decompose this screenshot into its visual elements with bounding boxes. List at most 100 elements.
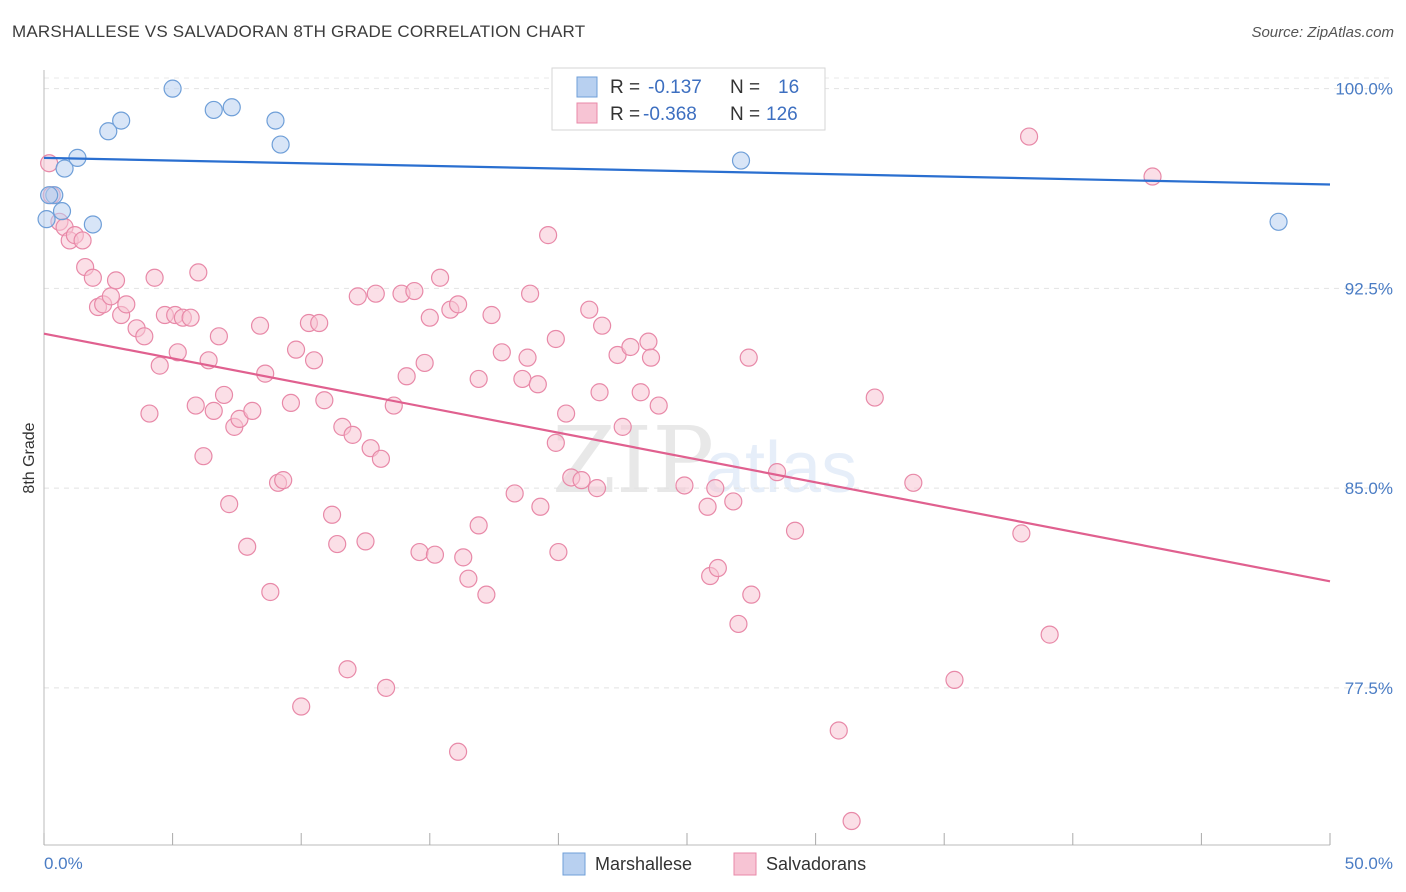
- salvadorans-point-89: [557, 404, 576, 423]
- salvadorans-point-118: [945, 670, 964, 689]
- marshallese-points: [37, 79, 1288, 234]
- marshallese-point-10: [222, 98, 241, 117]
- salvadorans-point-65: [415, 353, 434, 373]
- marshallese-point-14: [1269, 212, 1288, 231]
- salvadorans-point-22: [168, 343, 187, 362]
- chart-title: MARSHALLESE VS SALVADORAN 8TH GRADE CORR…: [12, 22, 586, 41]
- salvadorans-point-68: [430, 268, 450, 287]
- salvadorans-point-6: [73, 231, 92, 250]
- legend-swatch-salvadorans: [576, 102, 598, 124]
- salvadorans-point-87: [546, 329, 565, 349]
- salvadorans-point-17: [140, 404, 159, 423]
- salvadorans-point-67: [425, 545, 445, 564]
- trend-lines: [43, 156, 1331, 583]
- salvadorans-point-57: [366, 284, 385, 303]
- x-tick-label-max: 50.0%: [1345, 854, 1393, 873]
- salvadorans-point-92: [580, 300, 599, 319]
- bottom-legend-label-salvadorans: Salvadorans: [766, 854, 866, 874]
- salvadorans-point-30: [209, 327, 228, 346]
- marshallese-point-6: [99, 122, 118, 141]
- salvadorans-point-34: [230, 409, 249, 428]
- gridlines: [44, 77, 1393, 689]
- salvadorans-point-74: [469, 516, 488, 535]
- salvadorans-point-82: [521, 284, 540, 303]
- marshallese-point-12: [271, 135, 290, 154]
- legend-n-value-2: 126: [766, 104, 798, 125]
- marshallese-point-7: [112, 111, 131, 130]
- salvadorans-point-109: [729, 614, 748, 634]
- salvadorans-point-116: [865, 388, 884, 407]
- salvadorans-point-114: [829, 721, 848, 740]
- salvadorans-point-8: [83, 268, 102, 287]
- salvadorans-point-88: [549, 542, 568, 562]
- salvadorans-point-95: [593, 316, 612, 335]
- salvadorans-point-39: [261, 582, 280, 602]
- salvadorans-point-86: [546, 433, 565, 452]
- bottom-legend-swatch-marshallese: [562, 852, 586, 876]
- marshallese-point-15: [40, 186, 59, 205]
- salvadorans-point-43: [286, 340, 306, 359]
- salvadorans-point-52: [338, 660, 357, 679]
- watermark-zip: ZIP: [552, 407, 714, 514]
- salvadorans-point-84: [531, 497, 550, 516]
- x-tick-label-min: 0.0%: [44, 854, 83, 873]
- salvadorans-point-35: [238, 537, 257, 556]
- legend-r-label-2: R =: [610, 104, 640, 125]
- salvadorans-point-16: [135, 327, 154, 346]
- salvadorans-point-110: [739, 348, 758, 367]
- salvadorans-point-73: [459, 569, 478, 588]
- source-label: Source: ZipAtlas.com: [1251, 24, 1394, 41]
- salvadorans-point-26: [189, 263, 208, 282]
- salvadorans-point-59: [376, 678, 396, 697]
- salvadorans-point-41: [274, 471, 293, 490]
- x-ticks: [43, 833, 1331, 845]
- marshallese-point-0: [37, 210, 56, 229]
- salvadorans-point-25: [186, 396, 205, 415]
- salvadorans-point-83: [528, 375, 547, 394]
- salvadorans-points: [40, 79, 1162, 831]
- salvadorans-point-103: [675, 476, 694, 495]
- salvadorans-point-121: [1040, 625, 1059, 644]
- legend-swatch-marshallese: [576, 76, 598, 98]
- salvadorans-point-94: [590, 383, 609, 402]
- salvadorans-point-37: [250, 316, 270, 335]
- salvadorans-point-18: [145, 268, 164, 287]
- marshallese-point-11: [266, 111, 285, 130]
- salvadorans-point-104: [698, 497, 717, 516]
- salvadorans-point-19: [150, 356, 169, 375]
- marshallese-point-8: [163, 79, 182, 98]
- marshallese-point-3: [55, 159, 74, 178]
- legend-n-label-2: N =: [730, 104, 760, 125]
- salvadorans-point-76: [477, 585, 496, 604]
- salvadorans-point-101: [641, 348, 661, 367]
- salvadorans-point-42: [281, 393, 301, 413]
- salvadorans-point-50: [328, 534, 347, 554]
- salvadorans-point-119: [1012, 524, 1031, 543]
- salvadorans-point-108: [724, 492, 743, 511]
- salvadorans-point-71: [448, 742, 468, 761]
- salvadorans-point-78: [492, 343, 511, 362]
- salvadorans-point-113: [785, 521, 805, 540]
- legend-n-value-1: 16: [778, 77, 799, 98]
- watermark: ZIP atlas: [552, 407, 857, 514]
- salvadorans-point-11: [101, 287, 120, 306]
- salvadorans-point-99: [631, 383, 650, 402]
- legend-r-label-1: R =: [610, 77, 640, 98]
- salvadorans-point-54: [348, 287, 367, 306]
- marshallese-point-9: [204, 100, 223, 120]
- salvadorans-point-112: [767, 463, 787, 482]
- salvadorans-point-93: [587, 479, 607, 498]
- salvadorans-point-62: [397, 367, 416, 386]
- salvadorans-point-70: [448, 295, 468, 314]
- salvadorans-point-58: [371, 449, 391, 468]
- marshallese-point-2: [52, 202, 72, 221]
- bottom-legend-swatch-salvadorans: [733, 852, 757, 876]
- y-tick-labels: 77.5% 85.0% 92.5% 100.0%: [1335, 80, 1393, 698]
- salvadorans-point-72: [454, 548, 473, 567]
- salvadorans-point-27: [194, 447, 213, 466]
- marshallese-point-13: [731, 151, 751, 170]
- salvadorans-point-49: [322, 505, 342, 524]
- salvadorans-point-64: [410, 542, 429, 562]
- salvadorans-point-75: [469, 369, 488, 389]
